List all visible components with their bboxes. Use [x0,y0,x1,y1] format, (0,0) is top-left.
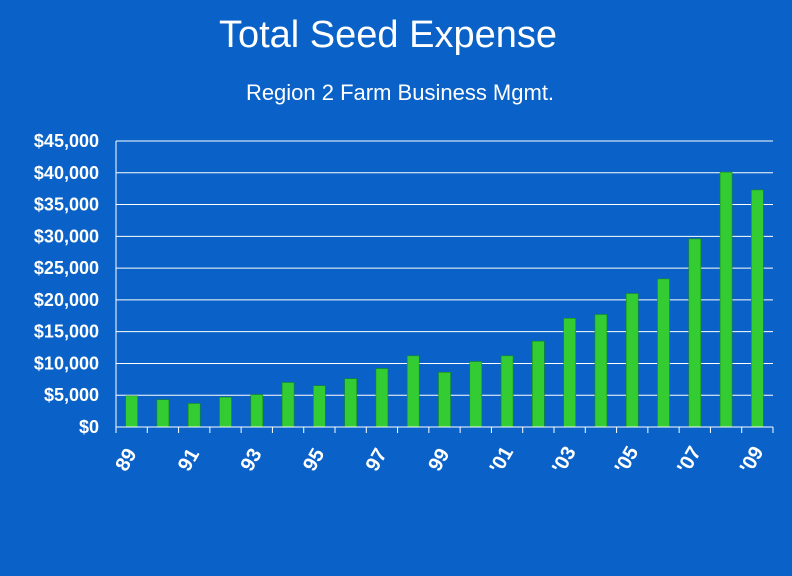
bar-91 [187,403,201,428]
y-tick-label: $5,000 [44,385,99,405]
x-tick-label: 97 [362,445,392,475]
bar-89 [125,395,138,428]
bar-97 [375,368,389,428]
bar-'03 [563,318,576,428]
bar-99 [438,372,451,428]
chart-subtitle: Region 2 Farm Business Mgmt. [245,80,555,105]
bar-98 [406,355,420,428]
x-tick-label: '03 [548,443,581,477]
bar-'05 [625,293,639,428]
bar-92 [219,396,232,428]
bar-'06 [657,278,670,428]
x-tick-label: 95 [299,445,329,475]
x-tick-label: '07 [673,443,706,477]
y-tick-label: $35,000 [34,195,99,215]
y-tick-label: $0 [79,417,99,437]
bar-'01 [500,355,514,428]
y-tick-label: $25,000 [34,258,99,278]
y-tick-label: $45,000 [34,131,99,151]
y-tick-label: $20,000 [34,290,99,310]
bar-90 [156,399,170,428]
bar-95 [313,385,326,428]
x-tick-label: 91 [174,445,204,475]
chart-title: Total Seed Expense [218,14,557,56]
bar-96 [344,378,357,428]
y-tick-label: $15,000 [34,322,99,342]
y-tick-label: $30,000 [34,226,99,246]
bar-'00 [469,361,483,428]
bar-93 [250,394,264,428]
bar-'09 [751,189,764,428]
x-tick-label: '01 [486,443,519,477]
x-tick-label: '09 [736,443,769,477]
bar-94 [281,382,295,428]
bar-'02 [532,340,545,428]
bars [125,171,764,428]
y-tick-label: $40,000 [34,163,99,183]
x-tick-label: 99 [424,445,454,475]
bar-'04 [594,314,608,428]
y-axis-ticks: $0 $5,000 $10,000 $15,000 $20,000 $25,000 $30,… [34,131,99,437]
x-axis-ticks: 89 91 93 95 97 99 '01 '03 '05 '07 '09 [111,443,768,477]
gridlines [116,140,773,396]
x-tick-label: 93 [237,445,267,475]
x-tick-label: 89 [111,445,141,475]
bar-'08 [719,171,733,428]
bar-'07 [688,238,702,428]
y-tick-label: $10,000 [34,353,99,373]
x-tick-label: '05 [611,443,644,477]
axes [115,141,774,433]
